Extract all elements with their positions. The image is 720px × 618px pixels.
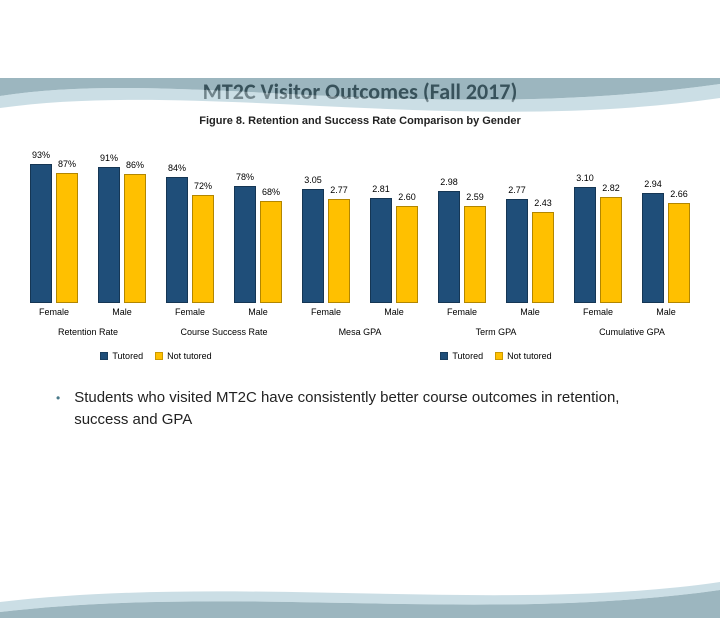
- axis-gender-label: Male: [632, 307, 700, 317]
- bar-pair: 3.052.77: [292, 153, 360, 303]
- bar-value-label: 2.77: [330, 185, 348, 195]
- bar-tutored: 2.94: [642, 193, 664, 303]
- chart-legend: Tutored Not tutored: [292, 351, 700, 361]
- bar-not_tutored: 72%: [192, 195, 214, 303]
- bar-tutored: 78%: [234, 186, 256, 303]
- decorative-bottom-swoosh: [0, 578, 720, 618]
- axis-gender-label: Male: [88, 307, 156, 317]
- bar-value-label: 93%: [32, 150, 50, 160]
- bar-value-label: 2.81: [372, 184, 390, 194]
- bar-value-label: 2.59: [466, 192, 484, 202]
- axis-metric-label: Retention Rate: [20, 327, 156, 337]
- bar-pair: 2.942.66: [632, 153, 700, 303]
- bar-value-label: 2.77: [508, 185, 526, 195]
- bar-value-label: 2.66: [670, 189, 688, 199]
- bar-value-label: 87%: [58, 159, 76, 169]
- bar-value-label: 2.82: [602, 183, 620, 193]
- bar-value-label: 68%: [262, 187, 280, 197]
- bar-not_tutored: 86%: [124, 174, 146, 303]
- legend-swatch: [155, 352, 163, 360]
- chart-legend: Tutored Not tutored: [20, 351, 292, 361]
- legend-swatch: [495, 352, 503, 360]
- axis-metric-label: Course Success Rate: [156, 327, 292, 337]
- bar-pair: 78%68%: [224, 153, 292, 303]
- bullet-icon: •: [56, 387, 60, 431]
- bar-not_tutored: 2.43: [532, 212, 554, 303]
- bar-not_tutored: 2.82: [600, 197, 622, 303]
- summary-text: Students who visited MT2C have consisten…: [74, 387, 664, 431]
- bar-value-label: 2.60: [398, 192, 416, 202]
- bar-value-label: 2.98: [440, 177, 458, 187]
- bar-value-label: 2.94: [644, 179, 662, 189]
- legend-swatch: [440, 352, 448, 360]
- legend-swatch: [100, 352, 108, 360]
- axis-gender-label: Female: [20, 307, 88, 317]
- bar-tutored: 3.10: [574, 187, 596, 303]
- bar-tutored: 2.77: [506, 199, 528, 303]
- bar-chart: 93%87%91%86%84%72%78%68%3.052.772.812.60…: [20, 153, 700, 303]
- legend-label: Tutored: [452, 351, 483, 361]
- axis-gender-label: Female: [292, 307, 360, 317]
- figure-caption: Figure 8. Retention and Success Rate Com…: [0, 115, 720, 127]
- bar-not_tutored: 68%: [260, 201, 282, 303]
- bar-not_tutored: 2.66: [668, 203, 690, 303]
- axis-metric-label: Cumulative GPA: [564, 327, 700, 337]
- bar-value-label: 84%: [168, 163, 186, 173]
- bar-pair: 84%72%: [156, 153, 224, 303]
- bar-value-label: 3.05: [304, 175, 322, 185]
- axis-gender-label: Female: [156, 307, 224, 317]
- axis-gender-label: Female: [428, 307, 496, 317]
- legend-label: Tutored: [112, 351, 143, 361]
- bar-not_tutored: 87%: [56, 173, 78, 304]
- bar-not_tutored: 2.60: [396, 206, 418, 304]
- page-title: MT2C Visitor Outcomes (Fall 2017): [0, 78, 720, 105]
- bar-value-label: 78%: [236, 172, 254, 182]
- bar-tutored: 84%: [166, 177, 188, 303]
- bar-pair: 91%86%: [88, 153, 156, 303]
- bar-tutored: 93%: [30, 164, 52, 304]
- bar-pair: 2.772.43: [496, 153, 564, 303]
- legend-item: Not tutored: [155, 351, 212, 361]
- axis-metric-label: Mesa GPA: [292, 327, 428, 337]
- bar-value-label: 86%: [126, 160, 144, 170]
- axis-gender-label: Male: [496, 307, 564, 317]
- axis-gender-label: Female: [564, 307, 632, 317]
- legend-label: Not tutored: [167, 351, 212, 361]
- bar-value-label: 72%: [194, 181, 212, 191]
- bar-tutored: 2.98: [438, 191, 460, 303]
- legend-item: Tutored: [100, 351, 143, 361]
- bar-not_tutored: 2.59: [464, 206, 486, 303]
- axis-gender-label: Male: [224, 307, 292, 317]
- bar-value-label: 91%: [100, 153, 118, 163]
- bar-tutored: 91%: [98, 167, 120, 304]
- bar-pair: 2.812.60: [360, 153, 428, 303]
- bar-pair: 2.982.59: [428, 153, 496, 303]
- axis-metric-label: Term GPA: [428, 327, 564, 337]
- bar-tutored: 2.81: [370, 198, 392, 303]
- summary-bullet: • Students who visited MT2C have consist…: [56, 387, 664, 431]
- bar-pair: 93%87%: [20, 153, 88, 303]
- bar-value-label: 3.10: [576, 173, 594, 183]
- axis-gender-label: Male: [360, 307, 428, 317]
- legend-item: Tutored: [440, 351, 483, 361]
- legend-item: Not tutored: [495, 351, 552, 361]
- bar-pair: 3.102.82: [564, 153, 632, 303]
- bar-not_tutored: 2.77: [328, 199, 350, 303]
- legend-label: Not tutored: [507, 351, 552, 361]
- bar-value-label: 2.43: [534, 198, 552, 208]
- bar-tutored: 3.05: [302, 189, 324, 303]
